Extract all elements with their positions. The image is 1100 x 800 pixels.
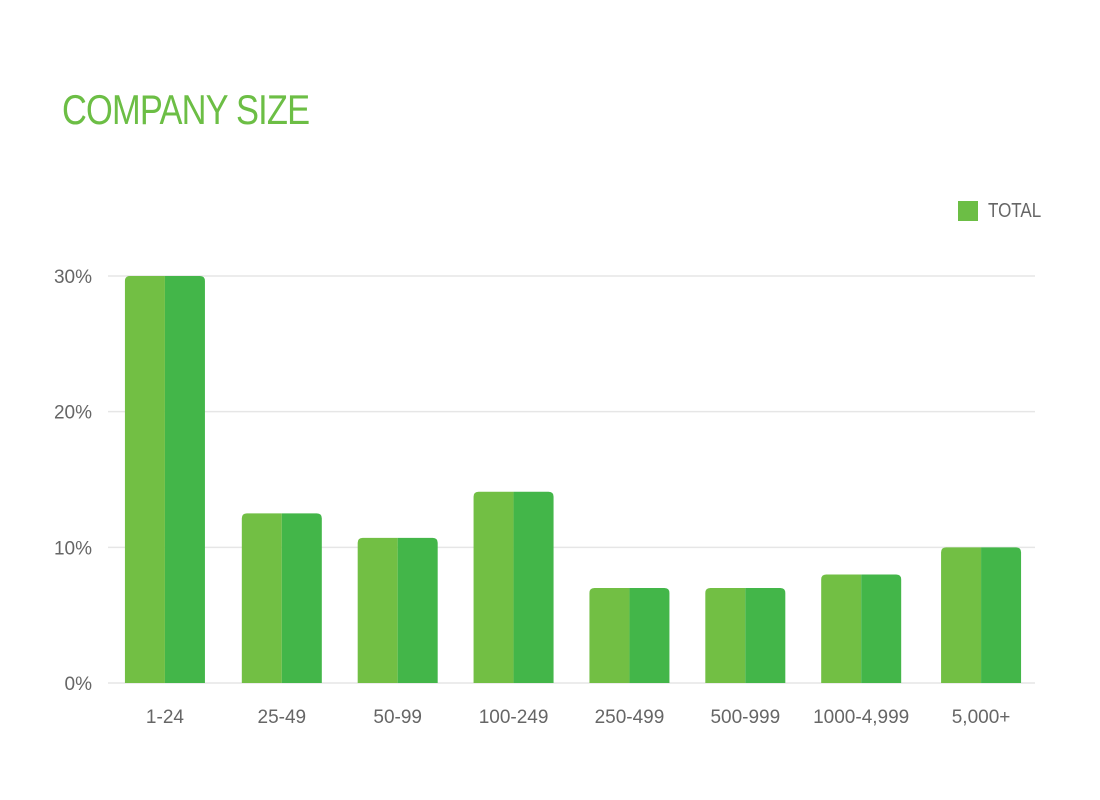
y-tick-label: 10% (54, 538, 92, 559)
x-tick-label: 500-999 (710, 707, 780, 728)
chart-legend: TOTAL (958, 200, 1051, 222)
bar (821, 574, 902, 683)
bar-left-face (705, 588, 746, 683)
legend-label: TOTAL (988, 199, 1042, 222)
bar-right-face (629, 588, 670, 683)
x-tick-label: 1000-4,999 (813, 707, 909, 728)
bar-right-face (861, 574, 902, 683)
x-tick-label: 5,000+ (952, 707, 1011, 728)
y-tick-label: 20% (54, 403, 92, 424)
bar (124, 276, 205, 683)
bar-right-face (281, 513, 322, 683)
bar-right-face (397, 537, 438, 683)
bar (241, 513, 322, 683)
bar-left-face (357, 537, 398, 683)
bar-left-face (941, 547, 982, 683)
bar-right-face (164, 276, 205, 683)
bar-left-face (241, 513, 282, 683)
bar (473, 491, 554, 683)
y-axis-ticks: 0% 10% 20% 30% (54, 267, 92, 695)
bar (357, 537, 438, 683)
x-tick-label: 25-49 (258, 707, 307, 728)
bar-left-face (589, 588, 630, 683)
bar-right-face (981, 547, 1022, 683)
bar-left-face (473, 491, 514, 683)
x-axis-ticks: 1-24 25-49 50-99 100-249 250-499 500-999 1000-… (146, 707, 1010, 728)
bar-right-face (745, 588, 786, 683)
x-tick-label: 1-24 (146, 707, 184, 728)
bar (589, 588, 670, 683)
chart-title: COMPANY SIZE (62, 86, 310, 133)
bars (124, 276, 1022, 683)
bar-left-face (821, 574, 862, 683)
y-tick-label: 30% (54, 267, 92, 288)
y-tick-label: 0% (65, 674, 93, 695)
x-tick-label: 250-499 (595, 707, 665, 728)
x-tick-label: 100-249 (479, 707, 549, 728)
x-tick-label: 50-99 (373, 707, 422, 728)
bar-right-face (513, 491, 554, 683)
bar-left-face (124, 276, 165, 683)
legend-swatch (958, 201, 978, 221)
bar (941, 547, 1022, 683)
bar (705, 588, 786, 683)
